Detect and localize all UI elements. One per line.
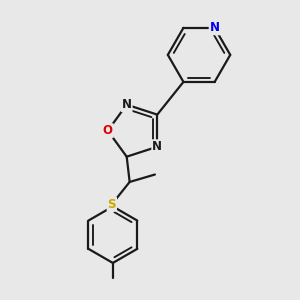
Text: N: N [122,98,132,111]
Text: O: O [103,124,113,137]
Text: N: N [210,21,220,34]
Text: S: S [108,198,116,211]
Text: N: N [152,140,162,153]
